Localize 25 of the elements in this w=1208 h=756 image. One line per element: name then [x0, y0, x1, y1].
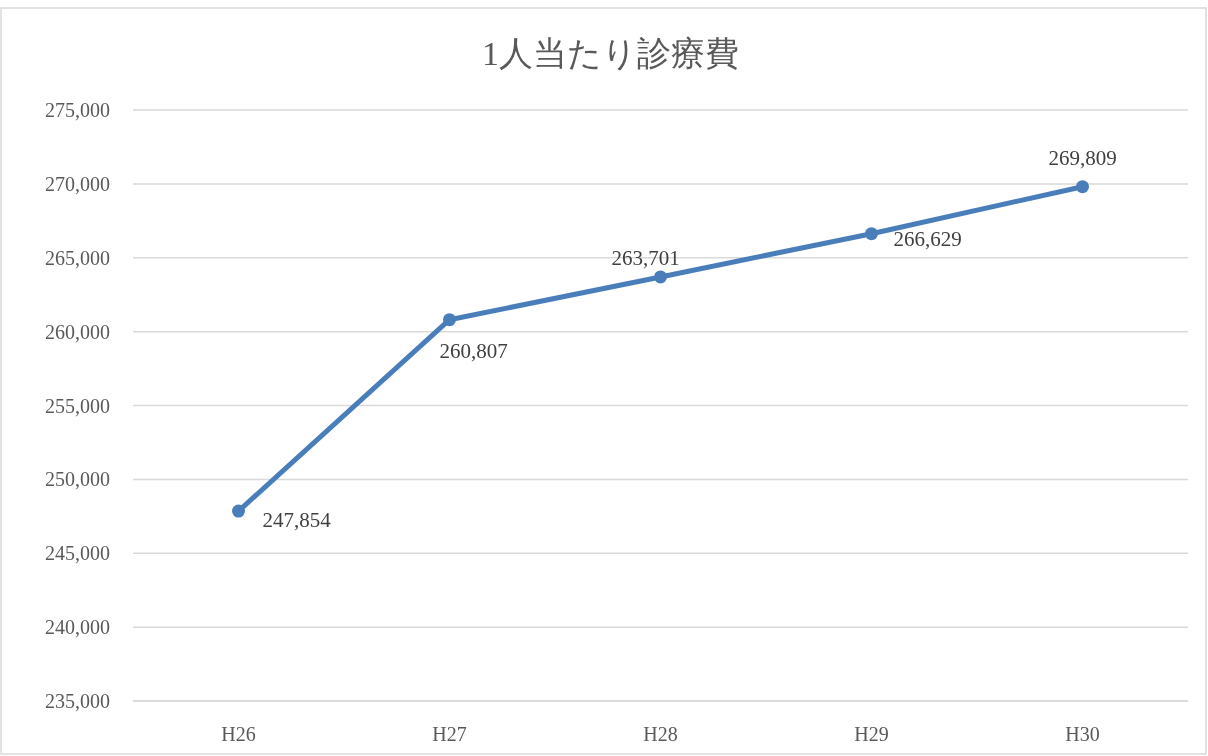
data-label: 263,701 [611, 245, 680, 270]
data-label: 247,854 [262, 508, 332, 533]
y-tick-label: 250,000 [45, 468, 110, 491]
x-tick-label: H29 [854, 723, 889, 745]
y-tick-label: 270,000 [45, 172, 110, 195]
y-tick-label: 245,000 [45, 542, 110, 565]
data-label: 266,629 [893, 226, 962, 251]
y-tick-label: 240,000 [45, 616, 110, 639]
point [443, 313, 456, 327]
x-tick-label: H28 [643, 723, 678, 745]
y-tick-label: 235,000 [45, 690, 110, 712]
x-tick-label: H30 [1065, 723, 1100, 745]
y-tick-label: 265,000 [45, 246, 110, 269]
x-tick-label: H26 [221, 723, 256, 745]
point [232, 504, 245, 518]
chart-title: 1人当たり診療費 [482, 35, 739, 72]
y-tick-label: 255,000 [45, 394, 110, 417]
data-label: 269,809 [1048, 145, 1117, 170]
x-tick-label: H27 [432, 723, 467, 745]
point [654, 270, 667, 284]
point [1076, 180, 1089, 194]
data-label: 260,807 [439, 338, 508, 363]
point [865, 227, 878, 241]
y-tick-label: 275,000 [45, 99, 110, 121]
y-tick-label: 260,000 [45, 320, 110, 343]
